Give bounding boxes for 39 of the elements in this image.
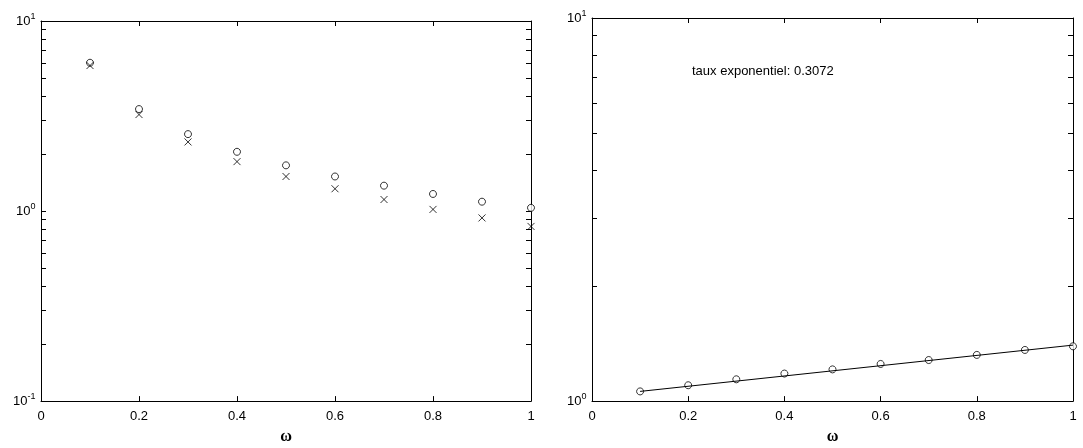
y-tick-label: 10$^{1}$: [16, 11, 36, 28]
x-tick-label: 0.8: [423, 408, 443, 424]
y-tick-label: 10$^{0}$: [16, 201, 36, 219]
point: [331, 172, 339, 181]
x-tick-label: 1: [527, 408, 535, 424]
x-axis-title: ω: [826, 426, 839, 444]
point: [478, 213, 486, 222]
point: [527, 222, 535, 231]
y-tick-label: 10$^{-1}$: [13, 391, 36, 409]
point: [478, 197, 486, 206]
point: [135, 110, 143, 119]
x-tick-label: 0.6: [871, 408, 890, 424]
point: [184, 130, 192, 139]
y-tick-label: 10$^{0}$: [567, 391, 587, 409]
x-tick-label: 0.8: [967, 408, 986, 424]
point: [282, 161, 290, 170]
point: [135, 105, 143, 114]
point: [380, 181, 388, 190]
y-tick-label: 10$^{1}$: [567, 8, 587, 25]
point: [233, 147, 241, 156]
point: [233, 157, 241, 166]
point: [331, 184, 339, 193]
x-tick-label: 0.4: [775, 408, 794, 424]
point: [380, 195, 388, 204]
x-tick-label: 0.6: [325, 408, 345, 424]
x-tick-label: 0.2: [129, 408, 149, 424]
point: [429, 205, 437, 214]
point: [527, 203, 535, 212]
point: [184, 137, 192, 146]
x-axis-title: ω: [280, 426, 293, 444]
x-tick-label: 0.4: [227, 408, 247, 424]
x-tick-label: 0: [588, 408, 596, 424]
x-tick-label: 1: [1069, 408, 1077, 424]
point: [1069, 342, 1077, 351]
x-tick-label: 0.2: [679, 408, 698, 424]
point: [429, 189, 437, 198]
x-tick-label: 0: [37, 408, 45, 424]
annotation: taux exponentiel: 0.3072: [692, 63, 834, 78]
point: [282, 172, 290, 181]
